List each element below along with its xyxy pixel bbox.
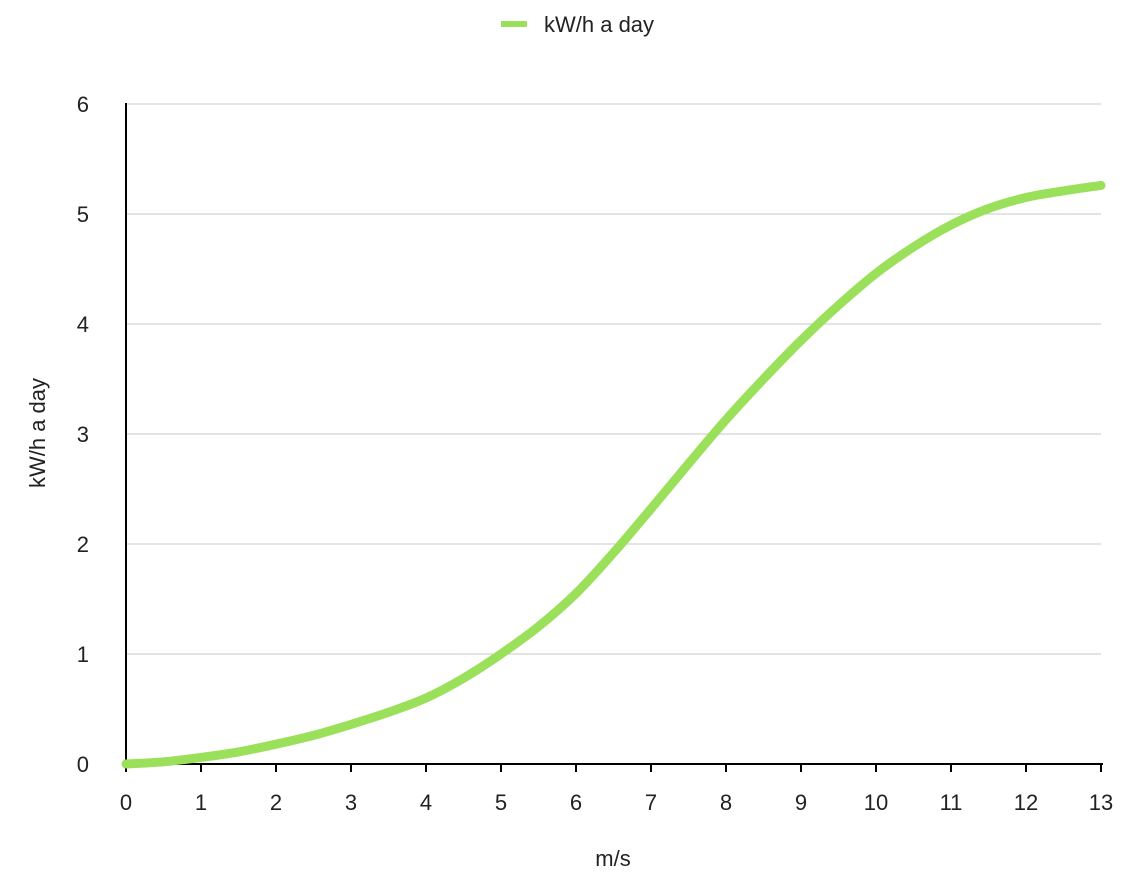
legend-label: kW/h a day [544,12,654,37]
x-axis-title: m/s [595,846,630,871]
legend: kW/h a day [501,12,654,37]
x-tick-label: 10 [864,790,888,815]
x-tick-label: 11 [940,790,963,815]
y-tick-label: 5 [77,202,89,227]
y-tick-label: 2 [77,532,89,557]
x-tick-label: 4 [420,790,432,815]
y-tick-label: 3 [77,422,89,447]
x-tick-label: 12 [1014,790,1038,815]
x-tick-label: 3 [345,790,357,815]
x-tick-label: 0 [120,790,132,815]
x-tick-label: 1 [195,790,207,815]
x-tick-label: 5 [495,790,507,815]
x-axis-ticks: 0 1 2 3 4 5 6 7 8 9 10 11 12 13 [120,764,1113,815]
x-tick-label: 8 [720,790,732,815]
x-tick-label: 2 [270,790,282,815]
x-tick-label: 6 [570,790,582,815]
gridlines [126,103,1101,655]
y-tick-label: 6 [77,92,89,117]
y-axis-ticks: 0 1 2 3 4 5 6 [77,92,89,777]
series-line-kwh-a-day [121,180,1106,769]
y-axis-title: kW/h a day [25,378,50,488]
y-tick-label: 0 [77,752,89,777]
x-tick-label: 9 [795,790,807,815]
x-tick-label: 13 [1089,790,1113,815]
y-tick-label: 4 [77,312,89,337]
x-tick-label: 7 [645,790,657,815]
y-tick-label: 1 [77,642,89,667]
